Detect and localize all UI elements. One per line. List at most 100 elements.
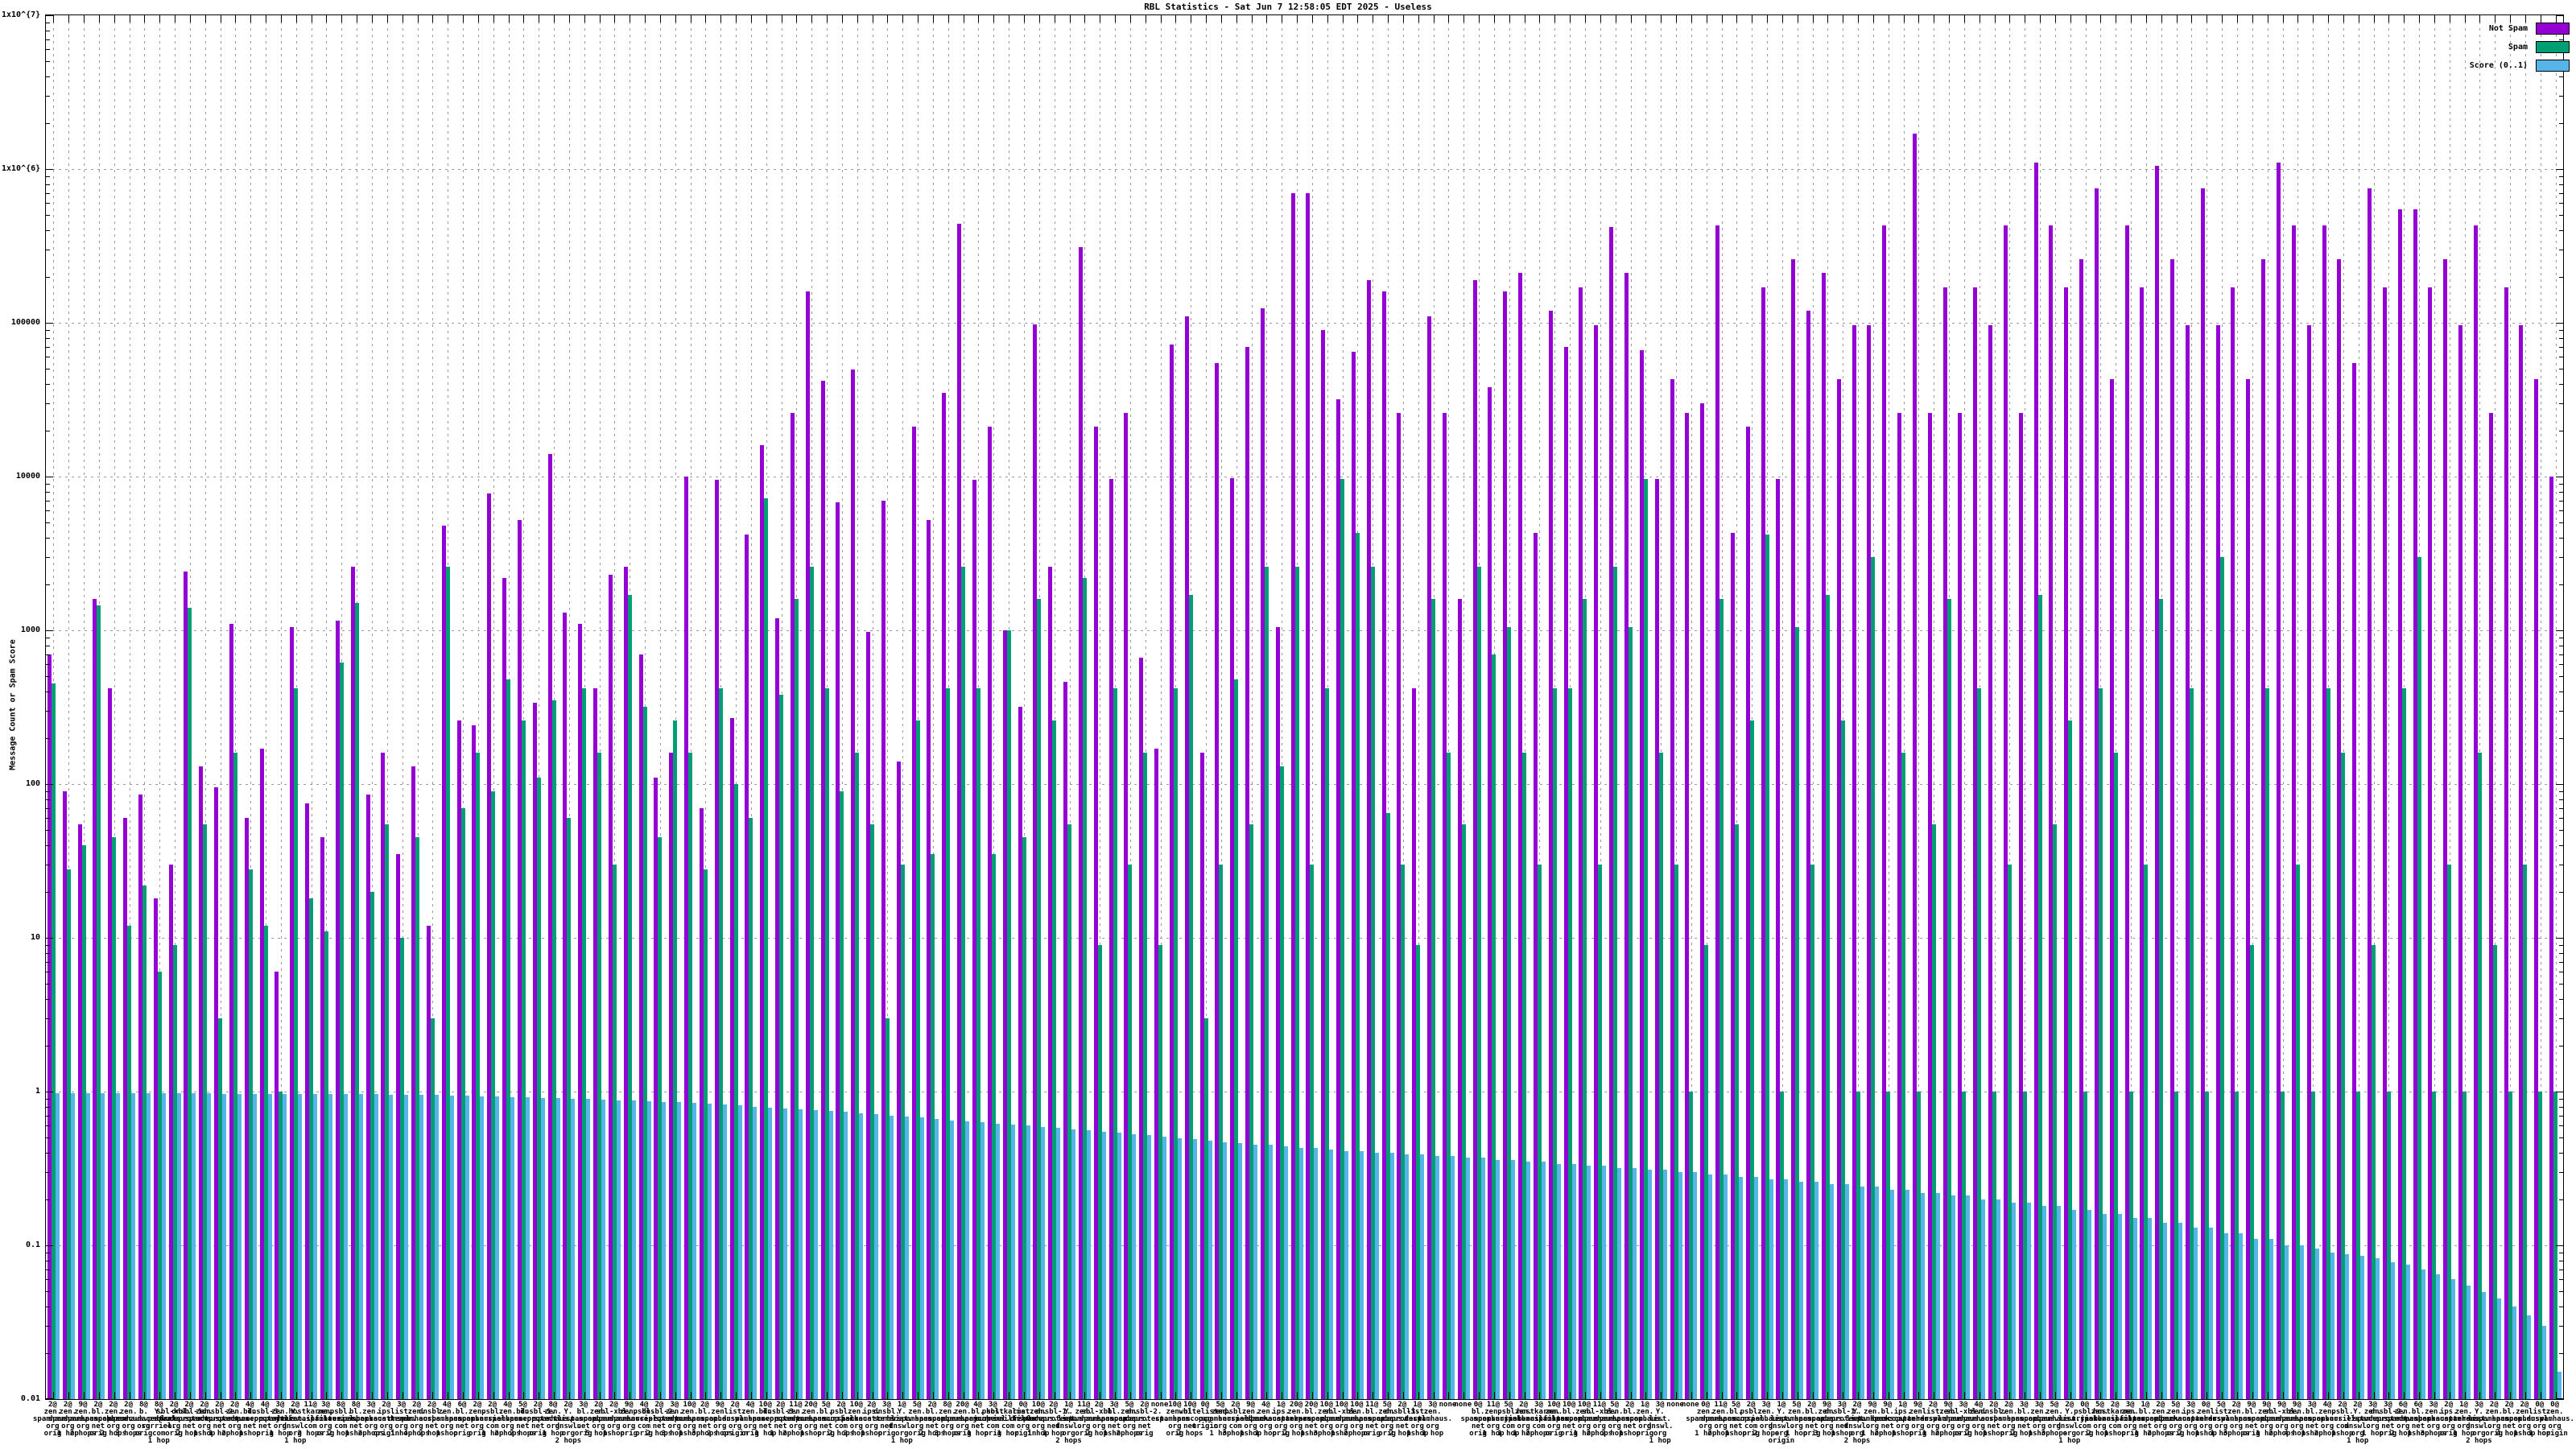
x-tick-label-line: 1 hop (770, 1430, 792, 1438)
x-tick-label-line: org (1956, 1422, 1971, 1430)
x-tick-label-line: 2 hops (2178, 1430, 2204, 1438)
x-tick-label-line: org (910, 1422, 924, 1430)
y-minor-tick-right (2559, 1279, 2563, 1281)
x-gridline (1963, 15, 1965, 1399)
x-bottom-tick (2145, 1392, 2147, 1399)
x-tick-label-line: spamcop. (338, 1415, 374, 1423)
bar-not-spam (108, 687, 113, 1399)
bar-score-0-1- (2376, 1258, 2380, 1399)
x-tick-label: 5@ bl. spamcop. net orig (778, 1402, 874, 1438)
x-tick-label: 3@ Y. list. dnswl. org 2 hops (2430, 1402, 2527, 1445)
bar-not-spam (77, 824, 82, 1399)
bar-score-0-1- (1602, 1165, 1607, 1399)
x-tick-label-line: org (1274, 1422, 1288, 1430)
x-top-tick (1311, 15, 1313, 23)
bar-spam (1370, 566, 1375, 1399)
bar-score-0-1- (2072, 1209, 2077, 1399)
bar-not-spam (1942, 287, 1947, 1399)
x-tick-label-line: 1 hop (56, 1430, 79, 1438)
bar-not-spam (335, 621, 340, 1399)
bar-not-spam (1594, 325, 1599, 1399)
x-bottom-tick (235, 1392, 237, 1399)
x-bottom-tick (2313, 1392, 2314, 1399)
bar-not-spam (229, 624, 233, 1399)
x-top-tick (902, 15, 904, 23)
x-tick-label-line: 1 hop (1892, 1430, 1914, 1438)
x-top-tick (2479, 15, 2481, 23)
x-tick-label-line: spamcop. (914, 1415, 950, 1423)
x-tick-label-line: 10@ (1547, 1401, 1561, 1409)
bar-score-0-1- (1132, 1133, 1137, 1399)
x-tick-label-line: bl. (1304, 1408, 1319, 1416)
y-minor-tick-left (46, 329, 50, 331)
x-tick-label: 5@ bl. spamcop. net 2 hops (474, 1402, 571, 1438)
bar-score-0-1- (207, 1092, 212, 1399)
bar-not-spam (320, 837, 324, 1399)
bar-score-0-1- (1935, 1192, 1940, 1399)
x-tick-label-line: dnswl. (2207, 1415, 2235, 1423)
bar-score-0-1- (1678, 1171, 1682, 1399)
bar-score-0-1- (267, 1093, 272, 1399)
y-minor-tick-right (2559, 1018, 2563, 1019)
y-minor-tick-left (46, 584, 50, 585)
bar-not-spam (2170, 258, 2175, 1399)
x-bottom-tick (477, 1392, 479, 1399)
x-top-tick (2419, 15, 2421, 23)
x-tick-label: 5@ zen. spamhaus. org 2 hops (1081, 1402, 1178, 1438)
x-tick-label-line: 1 hop (147, 1437, 170, 1445)
y-minor-tick-right (2559, 1115, 2563, 1117)
x-tick-label-line: org (743, 1422, 758, 1430)
x-tick-label-line: 2@ (867, 1401, 877, 1409)
x-tick-label-line: org (2215, 1422, 2228, 1430)
y-minor-tick-left (46, 999, 50, 1000)
x-tick-label: 3@ zen. spamhaus. org 3 hops (2385, 1402, 2482, 1438)
y-minor-tick-left (46, 337, 50, 339)
x-tick-label-line: 11@ (303, 1401, 317, 1409)
x-tick-label: 11@ zen. spamhaus. org 2 hops (747, 1402, 844, 1438)
x-tick-label-line: com (2335, 1422, 2349, 1430)
x-tick-label-line: net (1183, 1422, 1197, 1430)
bar-score-0-1- (55, 1092, 60, 1399)
bar-spam (2128, 1092, 2133, 1399)
bar-score-0-1- (1647, 1170, 1652, 1399)
x-bottom-tick (2373, 1392, 2375, 1399)
x-tick-label-line: dnsbl-2. (2370, 1408, 2406, 1416)
x-bottom-tick (1342, 1392, 1344, 1399)
x-top-tick (1690, 15, 1692, 23)
y-minor-tick-left (46, 1098, 50, 1100)
x-tick-label-line: 1 hop (1618, 1430, 1641, 1438)
x-tick-label-line: 5@ (821, 1401, 831, 1409)
x-tick-label-line: orig (256, 1430, 274, 1438)
y-minor-tick-right (2559, 203, 2563, 204)
x-tick-label: 2@ ips. backscatterer. org orig (2401, 1402, 2497, 1438)
x-tick-label: 1@ zen. spamhaus. org 1 hop (2416, 1402, 2512, 1438)
x-tick-label-line: org (288, 1430, 302, 1438)
x-tick-label-line: net (698, 1422, 712, 1430)
x-tick-label-line: 0@ (2080, 1401, 2090, 1409)
bar-score-0-1- (722, 1104, 727, 1399)
x-top-tick (2145, 15, 2147, 23)
x-tick-label: none (1627, 1402, 1724, 1409)
x-tick-label-line: orig (2000, 1430, 2018, 1438)
y-minor-tick-right (2559, 961, 2563, 963)
bar-not-spam (1199, 753, 1204, 1399)
bar-score-0-1- (919, 1117, 924, 1399)
x-gridline (1418, 15, 1419, 1399)
x-tick-label: 5@ zen. spamhaus. org 3 hops (2006, 1402, 2103, 1438)
y-minor-tick-right (2559, 676, 2563, 678)
x-tick-label-line: org (1092, 1422, 1106, 1430)
x-gridline (2388, 15, 2390, 1399)
x-tick-label: 2@ bl. spamcop. net 1 hop (1582, 1402, 1678, 1438)
x-tick-label-line: 1 hop (997, 1430, 1019, 1438)
bar-spam (597, 753, 602, 1399)
x-tick-label-line: 9@ (1868, 1401, 1877, 1409)
bar-not-spam (2534, 379, 2539, 1399)
x-tick-label: 4@ zen. spamhaus. org 2 hops (1930, 1402, 2027, 1438)
x-tick-label-line: spamcop. (808, 1415, 844, 1423)
bar-spam (2068, 720, 2073, 1399)
bar-not-spam (1867, 325, 1872, 1399)
x-tick-label-line: none (1682, 1401, 1699, 1409)
x-tick-label-line: 2 hops (1965, 1430, 1992, 1438)
x-tick-label: 2@ zen. spamhaus. org orig (4, 1402, 101, 1438)
y-minor-tick-right (2559, 276, 2563, 278)
